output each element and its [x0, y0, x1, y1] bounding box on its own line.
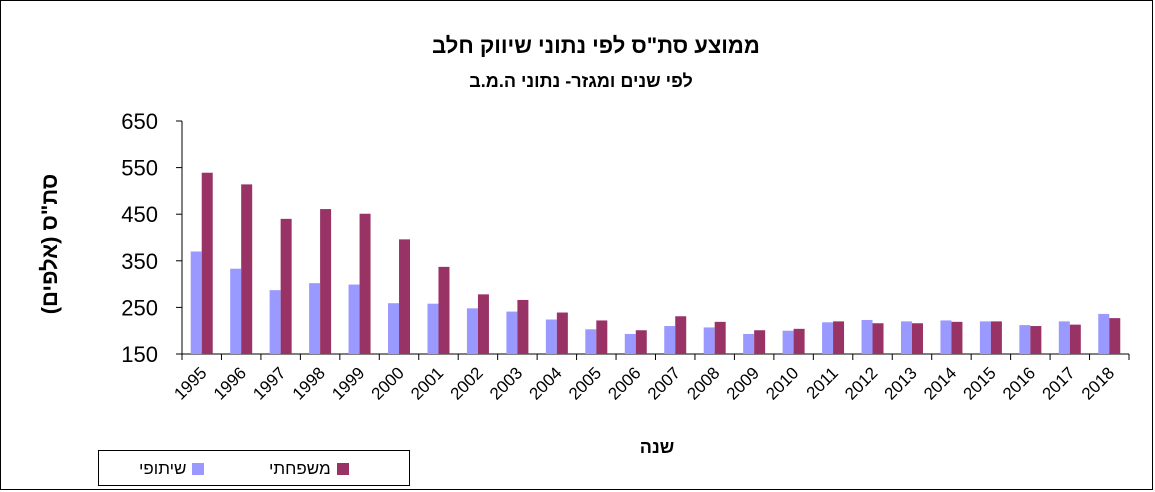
bar-family	[833, 321, 845, 354]
x-tick-label: 2014	[920, 363, 960, 403]
bar-cooperative	[388, 303, 400, 354]
bar-family	[754, 330, 766, 354]
bar-cooperative	[979, 321, 991, 354]
bar-cooperative	[664, 326, 676, 354]
bar-family	[872, 323, 884, 354]
bar-family	[951, 321, 963, 354]
axes-group	[176, 120, 1130, 360]
x-tick-label: 2009	[723, 363, 763, 403]
x-tick-label: 2006	[604, 363, 644, 403]
legend-swatch-family	[336, 463, 349, 475]
bar-cooperative	[309, 283, 321, 354]
bar-cooperative	[703, 327, 715, 354]
bar-family	[517, 299, 529, 354]
legend-item-family: משפחתי	[269, 459, 349, 479]
bar-family	[241, 184, 253, 354]
y-tick-label: 250	[121, 295, 158, 320]
x-tick-label: 2001	[407, 363, 447, 403]
bar-family	[1030, 326, 1042, 354]
x-tick-label: 1999	[328, 363, 368, 403]
x-tick-label: 2018	[1078, 363, 1118, 403]
x-tick-label: 1998	[289, 363, 329, 403]
x-tick-label: 2002	[447, 363, 487, 403]
bar-cooperative	[190, 251, 202, 354]
bar-cooperative	[1058, 321, 1070, 354]
bar-cooperative	[743, 333, 755, 354]
bar-cooperative	[1098, 313, 1110, 354]
bar-cooperative	[822, 322, 834, 354]
bar-family	[320, 209, 332, 354]
bar-cooperative	[940, 320, 952, 354]
y-tick-label: 550	[121, 156, 158, 181]
x-tick-label: 1997	[249, 363, 289, 403]
x-tick-label: 2011	[803, 363, 842, 402]
bar-family	[359, 213, 371, 354]
bar-cooperative	[466, 308, 478, 354]
bar-cooperative	[782, 330, 794, 354]
x-tick-label: 2000	[368, 363, 408, 403]
bar-cooperative	[900, 321, 912, 354]
bar-cooperative	[585, 329, 597, 354]
bar-cooperative	[861, 319, 873, 354]
bar-cooperative	[506, 311, 518, 354]
x-axis-label: שנה	[640, 437, 674, 457]
y-axis-label: סת"ס (אלפים)	[37, 174, 62, 315]
bar-family	[280, 218, 292, 354]
legend-swatch-cooperative	[192, 463, 205, 475]
bar-cooperative	[269, 290, 281, 354]
bar-cooperative	[348, 284, 360, 354]
bar-family	[793, 328, 805, 354]
legend-label-cooperative: שיתופי	[139, 459, 187, 478]
bar-family	[596, 320, 608, 354]
x-tick-label: 2003	[486, 363, 526, 403]
x-tick-label: 2008	[683, 363, 723, 403]
x-tick-label: 1996	[210, 363, 250, 403]
x-tick-label: 2012	[841, 363, 881, 403]
bar-family	[911, 323, 923, 354]
bar-cooperative	[230, 268, 242, 354]
bar-family	[1069, 324, 1081, 354]
bar-family	[556, 312, 568, 354]
chart-subtitle: לפי שנים ומגזר- נתוני ה.מ.ב	[469, 71, 693, 91]
y-tick-label: 450	[121, 202, 158, 227]
bar-cooperative	[427, 303, 439, 354]
bar-cooperative	[624, 333, 636, 354]
bar-family	[399, 239, 411, 354]
chart-title: ממוצע סת"ס לפי נתוני שיווק חלב	[432, 33, 760, 58]
bar-family	[477, 294, 489, 354]
bar-family	[438, 266, 450, 354]
x-tick-label: 2016	[999, 363, 1039, 403]
bar-family	[1109, 318, 1121, 354]
bar-cooperative	[545, 319, 557, 354]
x-tick-label: 2013	[881, 363, 921, 403]
y-tick-label: 150	[121, 342, 158, 367]
bar-family	[675, 316, 687, 354]
x-tick-label: 1995	[170, 363, 210, 403]
bar-family	[201, 172, 213, 354]
bars-group	[190, 172, 1121, 354]
x-tick-label: 2010	[762, 363, 802, 403]
legend-item-cooperative: שיתופי	[139, 459, 205, 479]
bar-family	[990, 321, 1002, 354]
bar-cooperative	[1019, 325, 1031, 354]
legend: שיתופי משפחתי	[98, 450, 410, 486]
x-tick-label: 2015	[960, 363, 1000, 403]
legend-label-family: משפחתי	[269, 459, 331, 478]
x-tick-label: 2004	[525, 363, 565, 403]
bar-family	[714, 321, 726, 354]
y-tick-label: 350	[121, 249, 158, 274]
y-tick-label: 650	[121, 109, 158, 134]
bar-family	[635, 330, 647, 354]
x-tick-label: 2005	[565, 363, 605, 403]
x-tick-label: 2007	[644, 363, 684, 403]
x-tick-label: 2017	[1038, 363, 1078, 403]
